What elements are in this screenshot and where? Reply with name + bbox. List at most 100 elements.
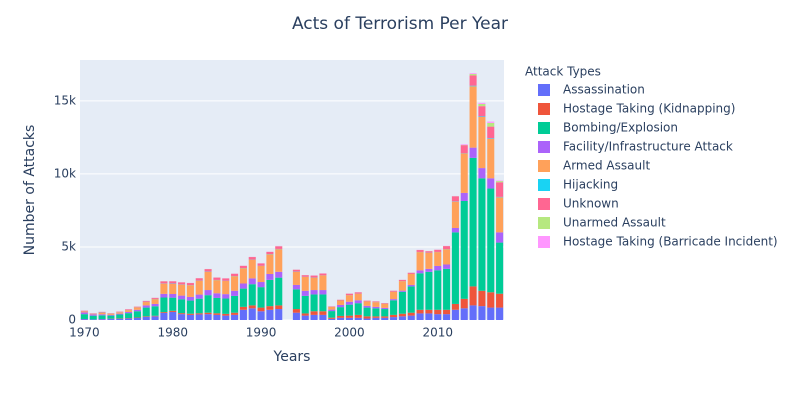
bar-segment (213, 314, 221, 320)
bar-segment (372, 317, 380, 320)
bar-segment (469, 85, 477, 87)
bar-segment (301, 276, 309, 291)
bar-segment (142, 302, 150, 306)
bar-segment (478, 116, 486, 117)
bar-segment (496, 182, 504, 197)
bar-segment (266, 306, 274, 310)
bar-segment (319, 314, 327, 320)
legend-entry[interactable]: Bombing/Explosion (563, 121, 678, 135)
bar-segment (257, 282, 265, 288)
bar-segment (469, 74, 477, 76)
bar-segment (266, 254, 274, 274)
bar-segment (487, 138, 495, 139)
bar-segment (98, 312, 106, 315)
legend-entry[interactable]: Hijacking (563, 178, 618, 192)
bar-segment (125, 313, 133, 319)
bar-segment (195, 298, 203, 314)
bar-segment (443, 314, 451, 320)
bar-segment (487, 138, 495, 179)
bar-segment (142, 307, 150, 317)
bar-segment (80, 312, 88, 315)
bar-segment (222, 315, 230, 320)
bar-segment (390, 300, 398, 315)
bar-segment (248, 305, 256, 309)
bar-segment (478, 306, 486, 320)
bar-segment (390, 317, 398, 320)
bar-segment (231, 290, 239, 296)
bar-segment (204, 290, 212, 296)
bar-segment (328, 317, 336, 319)
bar-segment (425, 268, 433, 272)
bar-segment (443, 249, 451, 265)
bar-segment (275, 246, 283, 249)
bar-segment (460, 153, 468, 193)
legend-entry[interactable]: Unarmed Assault (563, 216, 666, 230)
legend-entry[interactable]: Hostage Taking (Barricade Incident) (563, 235, 778, 249)
bar-segment (345, 295, 353, 302)
bar-segment (443, 309, 451, 315)
bar-segment (133, 311, 141, 318)
bar-segment (80, 319, 88, 320)
bar-segment (169, 310, 177, 312)
legend-swatch[interactable] (538, 198, 550, 210)
bar-segment (151, 306, 159, 316)
legend-swatch[interactable] (538, 141, 550, 153)
bar-segment (231, 295, 239, 313)
bar-segment (381, 309, 389, 317)
bar-segment (363, 307, 371, 317)
legend-entry[interactable]: Unknown (563, 197, 619, 211)
legend-swatch[interactable] (538, 84, 550, 96)
bar-segment (231, 276, 239, 291)
bar-segment (213, 293, 221, 298)
legend-swatch[interactable] (538, 160, 550, 172)
bar-segment (239, 306, 247, 310)
bar-segment (407, 312, 415, 316)
legend-swatch[interactable] (538, 179, 550, 191)
bar-segment (169, 297, 177, 311)
legend-swatch[interactable] (538, 236, 550, 248)
bar-segment (416, 270, 424, 274)
bar-segment (213, 297, 221, 314)
bar-segment (398, 291, 406, 314)
bar-segment (398, 279, 406, 282)
bar-segment (496, 293, 504, 308)
bar-segment (310, 290, 318, 295)
bar-segment (80, 311, 88, 313)
bar-segment (89, 319, 97, 320)
legend-swatch[interactable] (538, 217, 550, 229)
bar-segment (151, 315, 159, 317)
bar-segment (434, 270, 442, 310)
bar-segment (178, 295, 186, 300)
bar-segment (460, 144, 468, 145)
bar-segment (354, 293, 362, 301)
bar-segment (80, 314, 88, 319)
bar-segment (310, 294, 318, 312)
bar-segment (301, 313, 309, 316)
bar-segment (239, 309, 247, 320)
bar-segment (133, 317, 141, 320)
bar-segment (125, 318, 133, 320)
bar-segment (125, 309, 133, 310)
bar-segment (222, 294, 230, 299)
y-tick-label: 0 (68, 313, 76, 327)
y-axis-title: Number of Attacks (22, 125, 38, 256)
legend-swatch[interactable] (538, 122, 550, 134)
bar-segment (434, 314, 442, 320)
bar-segment (301, 290, 309, 296)
bar-segment (107, 314, 115, 316)
x-tick-label: 2000 (334, 326, 365, 340)
legend-swatch[interactable] (538, 103, 550, 115)
y-tick-label: 10k (54, 166, 76, 180)
bar-segment (469, 75, 477, 86)
legend-entry[interactable]: Hostage Taking (Kidnapping) (563, 102, 735, 116)
legend-entry[interactable]: Armed Assault (563, 159, 650, 173)
legend-entry[interactable]: Assassination (563, 83, 645, 97)
bar-segment (116, 311, 124, 313)
legend-entry[interactable]: Facility/Infrastructure Attack (563, 140, 733, 154)
bar-segment (266, 273, 274, 280)
bar-segment (328, 311, 336, 318)
bar-segment (266, 251, 274, 255)
bar-segment (275, 277, 283, 306)
bar-segment (186, 285, 194, 297)
